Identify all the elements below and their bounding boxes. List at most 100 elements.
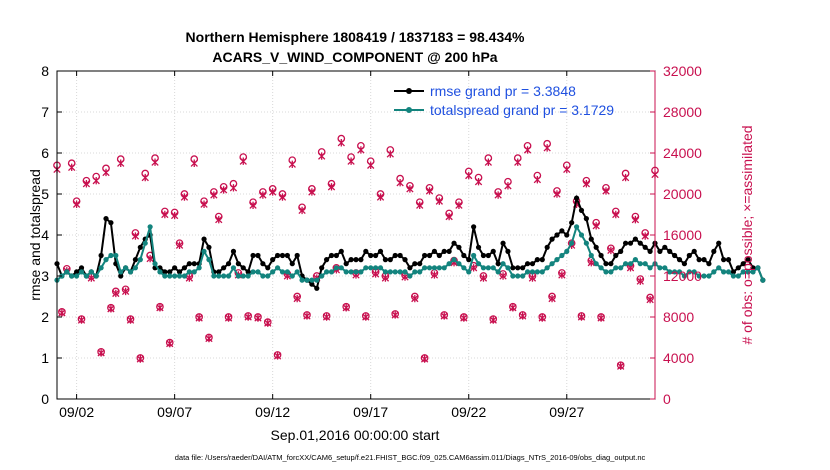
series-spread-point-26: [181, 273, 188, 279]
series-spread-point-67: [382, 269, 389, 275]
series-spread-point-90: [495, 269, 501, 275]
obs-assimilated-point-74: [416, 201, 424, 209]
series-rmse-point-44: [270, 257, 276, 263]
series-spread-point-16: [132, 265, 139, 271]
obs-assimilated-point-97: [528, 274, 537, 282]
series-spread-point-53: [314, 277, 320, 283]
series-rmse-point-112: [603, 261, 609, 267]
obs-assimilated-point-31: [205, 334, 213, 343]
obs-assimilated-point-62: [357, 146, 365, 154]
x-tick-label-2: 09/12: [255, 404, 290, 420]
obs-assimilated-point-33: [215, 215, 223, 224]
obs-assimilated-point-101: [548, 294, 556, 303]
y-left-tick-label-1: 1: [41, 350, 49, 366]
series-rmse-point-133: [706, 261, 712, 267]
y-left-tick-label-7: 7: [41, 104, 49, 120]
series-spread-point-25: [176, 273, 183, 279]
series-rmse-point-117: [627, 240, 634, 246]
series-spread-point-2: [64, 269, 70, 275]
series-rmse-point-34: [221, 265, 227, 271]
obs-assimilated-point-43: [264, 319, 272, 327]
series-spread-point-50: [299, 277, 305, 283]
series-spread-point-52: [309, 277, 315, 283]
y-right-tick-label-0: 0: [663, 391, 671, 407]
series-spread-point-107: [578, 232, 585, 238]
series-rmse-point-98: [534, 257, 540, 263]
series-spread-point-136: [721, 269, 727, 275]
series-rmse-point-67: [382, 257, 389, 263]
series-spread-point-18: [142, 240, 148, 246]
obs-assimilated-point-116: [621, 173, 630, 182]
series-spread-point-92: [505, 265, 511, 271]
obs-assimilated-point-113: [607, 246, 615, 255]
obs-assimilated-point-120: [641, 232, 649, 240]
obs-assimilated-point-52: [308, 188, 316, 196]
series-rmse-point-80: [446, 248, 452, 254]
series-spread-point-51: [304, 277, 310, 283]
obs-assimilated-point-30: [200, 200, 208, 208]
series-rmse-point-27: [186, 261, 192, 267]
obs-assimilated-point-51: [303, 312, 311, 320]
obs-assimilated-point-63: [362, 313, 370, 321]
obs-assimilated-point-86: [474, 178, 483, 186]
series-spread-point-144: [760, 277, 766, 283]
series-spread-point-40: [250, 269, 256, 275]
series-spread-point-93: [510, 273, 516, 279]
obs-assimilated-point-110: [592, 222, 600, 230]
series-spread-point-142: [750, 269, 756, 275]
series-rmse-point-138: [730, 269, 737, 275]
series-spread-point-36: [230, 265, 237, 271]
series-spread-point-128: [681, 273, 688, 279]
series-spread-point-42: [260, 273, 266, 279]
series-spread-point-117: [627, 261, 634, 267]
obs-assimilated-point-87: [479, 274, 488, 282]
series-spread-point-101: [549, 261, 555, 267]
obs-assimilated-point-29: [195, 314, 203, 322]
y-right-tick-label-1: 4000: [663, 350, 694, 366]
series-spread-point-66: [377, 265, 384, 271]
series-spread-point-108: [583, 240, 589, 246]
series-rmse-point-130: [691, 248, 697, 254]
series-rmse-point-17: [137, 244, 143, 250]
obs-assimilated-point-67: [381, 274, 390, 282]
series-rmse-point-39: [245, 269, 251, 275]
series-spread-point-8: [93, 273, 99, 279]
series-spread-point-104: [564, 248, 570, 254]
series-rmse-point-86: [475, 244, 482, 250]
y-left-tick-label-6: 6: [41, 145, 49, 161]
series-spread-point-129: [686, 269, 692, 275]
obs-assimilated-point-23: [166, 339, 174, 348]
series-spread-point-88: [485, 265, 491, 271]
series-rmse-point-75: [422, 252, 428, 259]
series-spread-point-96: [524, 269, 531, 275]
obs-assimilated-point-44: [269, 188, 277, 196]
series-rmse-point-41: [255, 252, 261, 259]
series-rmse-point-73: [412, 261, 418, 267]
y-axis-right-label: # of obs: o=possible; ×=assimilated: [739, 125, 755, 344]
series-spread-point-46: [279, 269, 286, 275]
legend: rmse grand pr = 3.3848 totalspread grand…: [394, 83, 614, 118]
series-rmse-point-52: [309, 281, 315, 287]
series-spread-point-19: [147, 224, 153, 230]
series-spread-point-125: [667, 269, 673, 275]
obs-assimilated-point-8: [92, 176, 100, 185]
series-spread-point-82: [456, 261, 462, 267]
obs-assimilated-point-5: [77, 316, 86, 324]
obs-assimilated-point-76: [425, 187, 434, 195]
y-right-tick-label-8: 32000: [663, 63, 702, 79]
obs-assimilated-point-107: [577, 313, 586, 321]
obs-assimilated-point-69: [391, 311, 399, 319]
series-spread-point-134: [711, 269, 717, 275]
series-rmse-point-107: [578, 207, 585, 213]
series-rmse-point-139: [735, 265, 741, 271]
obs-assimilated-point-49: [293, 294, 301, 303]
series-rmse-point-103: [559, 228, 565, 234]
series-spread-point-68: [387, 269, 393, 275]
series-spread-point-76: [426, 265, 433, 271]
series-rmse-point-5: [78, 265, 85, 271]
obs-assimilated-point-88: [484, 158, 493, 166]
series-spread-point-79: [441, 265, 447, 271]
series-rmse-point-48: [289, 261, 295, 267]
obs-assimilated-point-84: [465, 171, 473, 180]
series-spread-point-137: [725, 269, 732, 275]
